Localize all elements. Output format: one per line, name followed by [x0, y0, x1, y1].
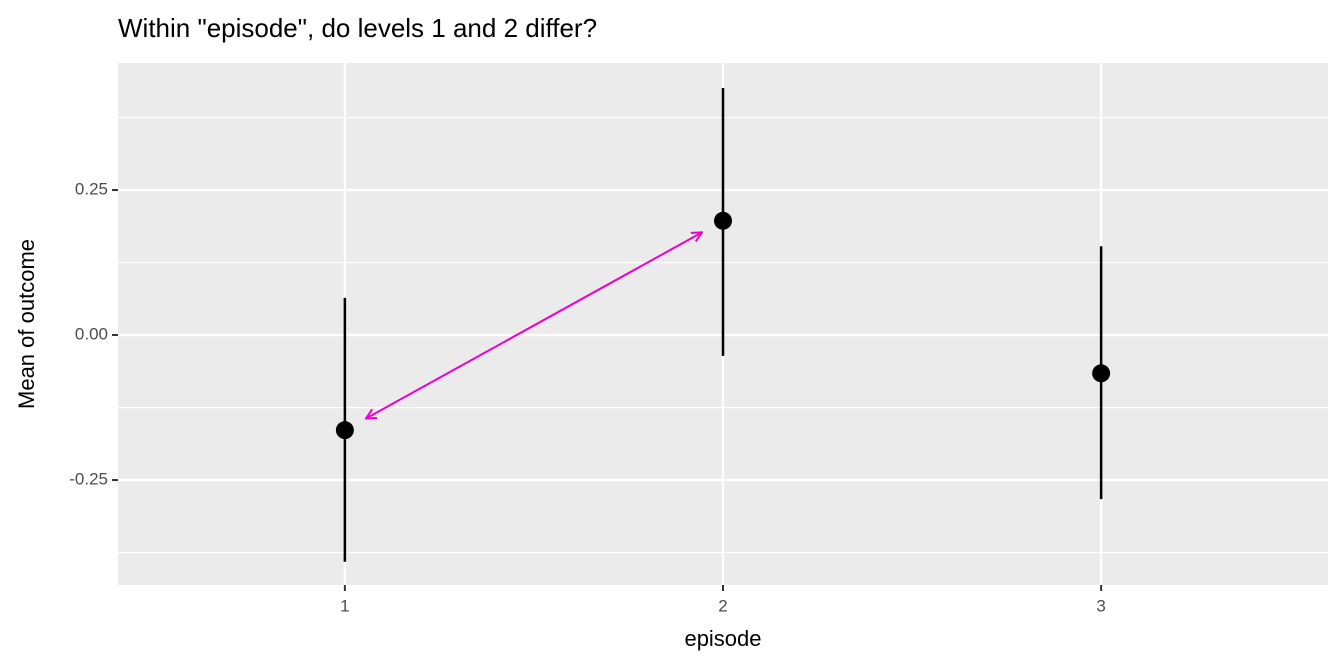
y-tick-label: 0.25	[75, 180, 108, 199]
y-tick-label: -0.25	[69, 470, 108, 489]
y-tick-label: 0.00	[75, 325, 108, 344]
x-tick-label: 2	[718, 596, 727, 615]
x-tick-label: 1	[340, 596, 349, 615]
y-axis-title: Mean of outcome	[14, 239, 39, 409]
chart-title: Within "episode", do levels 1 and 2 diff…	[118, 13, 597, 43]
point	[335, 421, 354, 440]
comparison-arrow	[366, 232, 702, 418]
point	[714, 211, 732, 230]
x-axis-title: episode	[684, 626, 761, 651]
x-tick-label: 3	[1096, 596, 1105, 615]
point	[1092, 364, 1111, 383]
